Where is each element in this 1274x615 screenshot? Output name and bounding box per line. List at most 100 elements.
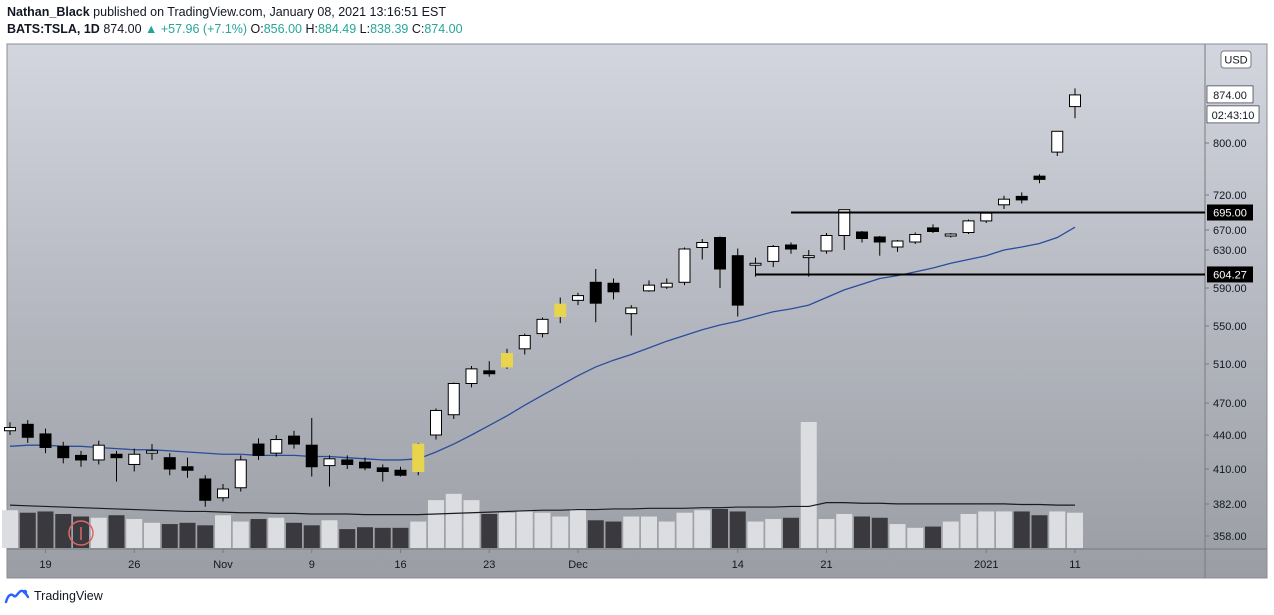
candle[interactable] (288, 430, 300, 449)
volume-bar (1049, 511, 1066, 548)
candle[interactable] (731, 248, 744, 317)
candle[interactable] (430, 408, 442, 440)
price-tick-label: 630.00 (1213, 245, 1247, 257)
ohlc-line: BATS:TSLA, 1D 874.00 ▲ +57.96 (+7.1%) O:… (7, 21, 1267, 38)
candle[interactable] (927, 224, 939, 233)
candle[interactable] (838, 209, 851, 250)
candle[interactable] (234, 455, 247, 492)
candle[interactable] (909, 232, 922, 245)
candle[interactable] (767, 245, 780, 268)
candle[interactable] (92, 440, 105, 465)
candle-body (909, 234, 922, 243)
candle[interactable] (1069, 88, 1081, 119)
candle[interactable] (57, 441, 70, 464)
candle[interactable] (696, 239, 709, 260)
volume-bar (570, 508, 586, 548)
candle[interactable] (820, 233, 833, 254)
candle[interactable] (643, 280, 655, 292)
candle[interactable] (518, 333, 531, 355)
candle[interactable] (625, 305, 638, 336)
candle[interactable] (891, 240, 904, 252)
candle[interactable] (181, 457, 194, 478)
candle-body (92, 444, 105, 461)
candle[interactable] (199, 475, 212, 507)
volume-bar (1067, 512, 1083, 548)
volume-bar (1013, 511, 1030, 548)
candle[interactable] (1051, 130, 1064, 156)
candle[interactable] (802, 250, 815, 277)
symbol-label: BATS:TSLA, 1D (7, 22, 100, 36)
candle[interactable] (589, 269, 602, 323)
price-tick-label: 590.00 (1213, 283, 1247, 295)
candle[interactable] (359, 457, 371, 471)
candle[interactable] (75, 450, 87, 467)
candle-body (856, 231, 868, 239)
candle[interactable] (714, 236, 726, 289)
candle[interactable] (270, 435, 283, 457)
candle[interactable] (110, 450, 123, 482)
candle[interactable] (305, 417, 318, 477)
volume-bar (2, 510, 18, 548)
candle[interactable] (678, 247, 691, 286)
candle[interactable] (465, 365, 478, 388)
candle[interactable] (660, 278, 673, 289)
candle[interactable] (873, 236, 886, 256)
time-tick-label: 21 (820, 559, 832, 571)
candle[interactable] (146, 444, 158, 460)
candle[interactable] (39, 428, 52, 454)
open-value: 856.00 (263, 22, 302, 36)
volume-bar (286, 522, 302, 548)
currency-badge[interactable]: USD (1220, 50, 1252, 69)
candle[interactable] (572, 292, 584, 306)
candle-body (75, 454, 87, 461)
candle-body (1051, 130, 1064, 153)
candle[interactable] (607, 278, 620, 300)
candle[interactable] (749, 257, 762, 277)
candle[interactable] (501, 348, 513, 369)
candle[interactable] (536, 317, 549, 338)
candle-body (305, 444, 318, 468)
candle-body (199, 478, 212, 501)
candle-body (980, 212, 993, 222)
volume-bar (623, 516, 640, 548)
candle[interactable] (4, 422, 16, 435)
candle[interactable] (1015, 192, 1028, 204)
candle[interactable] (483, 361, 496, 377)
candle-body (660, 282, 673, 288)
candle[interactable] (856, 231, 868, 243)
event-marker-icon[interactable] (68, 520, 94, 546)
candle[interactable] (944, 233, 957, 238)
author-name[interactable]: Nathan_Black (7, 5, 90, 19)
candle[interactable] (376, 464, 389, 482)
candle[interactable] (412, 442, 425, 476)
candle[interactable] (341, 455, 354, 469)
candle[interactable] (128, 448, 141, 472)
volume-bar (658, 521, 675, 548)
candle[interactable] (447, 382, 460, 419)
candle-body (714, 237, 726, 270)
candle[interactable] (394, 466, 407, 477)
volume-bar (925, 526, 941, 548)
volume-bar (445, 493, 462, 548)
candle[interactable] (998, 195, 1010, 209)
volume-bar (428, 500, 444, 548)
candle[interactable] (252, 438, 265, 460)
footer-brand[interactable]: TradingView (34, 589, 103, 603)
candle[interactable] (21, 420, 34, 443)
candle-body (643, 284, 655, 292)
candle[interactable] (785, 242, 797, 254)
candle[interactable] (323, 455, 336, 487)
level-price-label: 695.00 (1213, 208, 1247, 220)
candle[interactable] (1033, 174, 1046, 184)
candle[interactable] (217, 484, 229, 502)
time-tick-label: 14 (732, 559, 744, 571)
volume-bar (463, 500, 480, 548)
candle[interactable] (163, 453, 176, 476)
candle-body (341, 459, 354, 465)
candle[interactable] (962, 219, 975, 235)
price-tick-label: 670.00 (1213, 225, 1247, 237)
candle-body (270, 439, 283, 454)
low-value: 838.39 (370, 22, 409, 36)
candle[interactable] (554, 297, 567, 324)
